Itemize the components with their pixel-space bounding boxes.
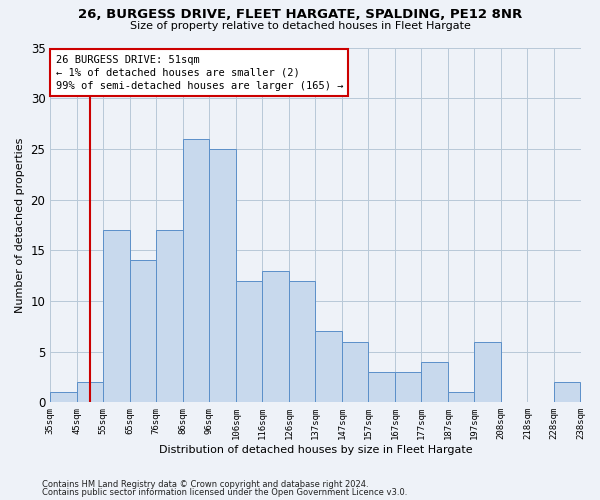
Bar bbox=[475, 342, 501, 402]
Bar bbox=[342, 342, 368, 402]
Bar bbox=[421, 362, 448, 403]
Bar bbox=[368, 372, 395, 402]
Bar bbox=[554, 382, 580, 402]
Bar bbox=[236, 280, 262, 402]
Y-axis label: Number of detached properties: Number of detached properties bbox=[15, 137, 25, 312]
Text: Size of property relative to detached houses in Fleet Hargate: Size of property relative to detached ho… bbox=[130, 21, 470, 31]
Text: 26, BURGESS DRIVE, FLEET HARGATE, SPALDING, PE12 8NR: 26, BURGESS DRIVE, FLEET HARGATE, SPALDI… bbox=[78, 8, 522, 20]
Bar bbox=[395, 372, 421, 402]
Text: Contains public sector information licensed under the Open Government Licence v3: Contains public sector information licen… bbox=[42, 488, 407, 497]
Bar bbox=[50, 392, 77, 402]
Text: 26 BURGESS DRIVE: 51sqm
← 1% of detached houses are smaller (2)
99% of semi-deta: 26 BURGESS DRIVE: 51sqm ← 1% of detached… bbox=[56, 54, 343, 91]
Bar bbox=[157, 230, 183, 402]
Bar bbox=[103, 230, 130, 402]
Bar bbox=[262, 270, 289, 402]
Bar bbox=[77, 382, 103, 402]
Text: Contains HM Land Registry data © Crown copyright and database right 2024.: Contains HM Land Registry data © Crown c… bbox=[42, 480, 368, 489]
Bar bbox=[289, 280, 316, 402]
Bar bbox=[183, 138, 209, 402]
Bar bbox=[209, 149, 236, 403]
Bar bbox=[316, 332, 342, 402]
Bar bbox=[448, 392, 475, 402]
X-axis label: Distribution of detached houses by size in Fleet Hargate: Distribution of detached houses by size … bbox=[158, 445, 472, 455]
Bar bbox=[130, 260, 157, 402]
